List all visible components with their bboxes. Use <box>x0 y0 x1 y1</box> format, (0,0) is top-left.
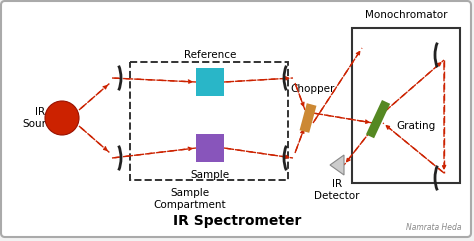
Circle shape <box>45 101 79 135</box>
Text: Chopper: Chopper <box>291 84 335 94</box>
Bar <box>300 103 317 133</box>
Text: Grating: Grating <box>396 121 435 131</box>
Bar <box>366 100 390 138</box>
Text: Sample: Sample <box>191 170 229 180</box>
Text: Namrata Heda: Namrata Heda <box>407 223 462 232</box>
Bar <box>196 68 224 96</box>
Text: IR
Detector: IR Detector <box>314 179 360 201</box>
Text: Monochromator: Monochromator <box>365 10 447 20</box>
FancyBboxPatch shape <box>1 1 471 237</box>
Text: Reference: Reference <box>184 50 236 60</box>
Bar <box>196 134 224 162</box>
Text: IR Spectrometer: IR Spectrometer <box>173 214 301 228</box>
Polygon shape <box>330 155 344 175</box>
Bar <box>130 62 288 180</box>
Bar <box>352 28 460 183</box>
Text: Sample
Compartment: Sample Compartment <box>154 188 227 210</box>
Text: IR
Source: IR Source <box>22 107 58 129</box>
